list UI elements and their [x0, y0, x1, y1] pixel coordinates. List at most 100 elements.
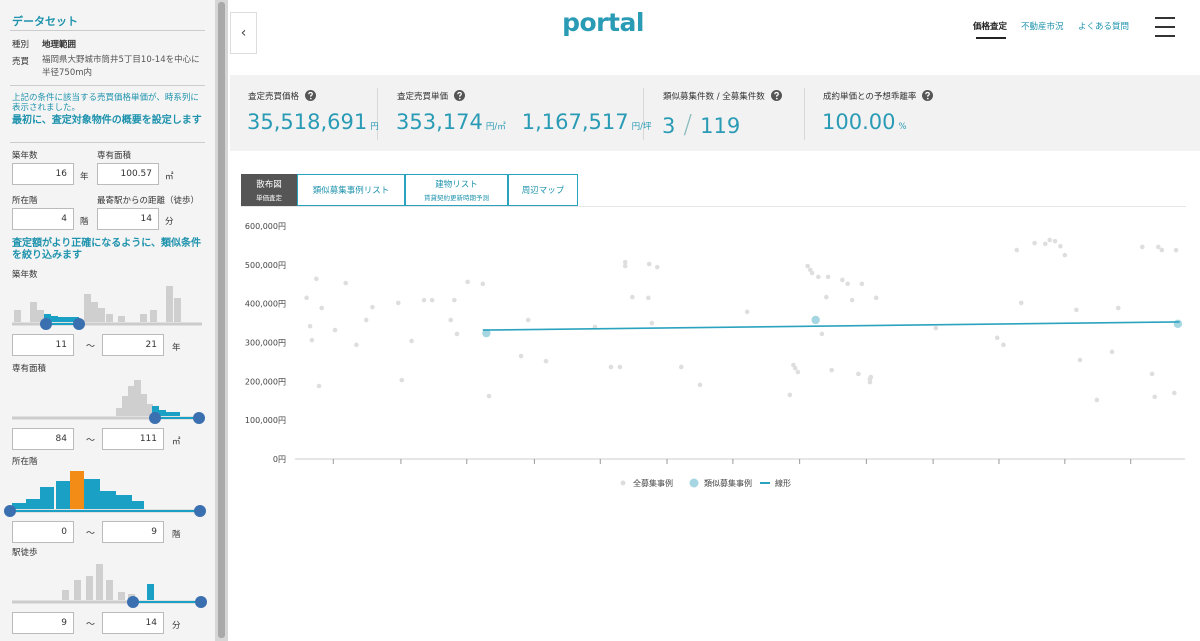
row-head: 地理範囲	[42, 40, 77, 50]
stat-label: 成約単価との予想乖離率	[823, 90, 934, 102]
legend-label: 類似募集事例	[704, 478, 752, 488]
row-key: 売買	[12, 57, 30, 67]
tab-rule	[241, 206, 1186, 207]
point	[859, 281, 865, 287]
range-min[interactable]: 11	[12, 334, 74, 356]
divider	[10, 85, 205, 86]
point	[840, 277, 845, 283]
y-tick-label: 200,000円	[245, 377, 286, 386]
point	[649, 320, 655, 326]
point	[1159, 247, 1165, 253]
point	[543, 358, 549, 364]
point	[825, 274, 831, 280]
point	[486, 393, 492, 399]
range-min[interactable]: 0	[12, 521, 74, 543]
point	[646, 261, 652, 267]
field-input[interactable]: 100.57	[97, 163, 159, 185]
point	[994, 335, 1000, 341]
point	[448, 317, 454, 323]
point	[744, 309, 750, 315]
point	[429, 297, 435, 303]
point	[678, 364, 684, 370]
nav-link[interactable]: 不動産市況	[1021, 22, 1064, 32]
nav-link[interactable]: 価格査定	[973, 22, 1008, 32]
field-label: 専有面積	[97, 151, 132, 161]
point	[304, 295, 309, 301]
sidebar-title: データセット	[12, 15, 78, 28]
scroll-thumb[interactable]	[218, 2, 225, 638]
help-icon[interactable]	[916, 90, 934, 102]
tab[interactable]: 散布図 単価査定	[241, 174, 297, 206]
stat-values: 353,174 円/㎡ 1,167,517 円/坪	[396, 110, 651, 134]
stat-unit: 円/㎡	[485, 122, 506, 132]
point	[795, 369, 801, 375]
tab[interactable]: 周辺マップ	[508, 174, 578, 206]
point	[1109, 349, 1115, 355]
filter-label: 所在階	[12, 457, 38, 467]
field-unit: 年	[80, 172, 89, 182]
legend-label: 全募集事例	[633, 478, 673, 488]
tab[interactable]: 類似募集事例リスト	[297, 174, 405, 206]
point	[1152, 394, 1158, 400]
stat-value: 353,174	[396, 110, 483, 134]
filter-label: 築年数	[12, 270, 38, 280]
point	[809, 270, 815, 276]
histogram[interactable]	[4, 374, 209, 424]
point	[849, 297, 855, 303]
stat-value: 119	[700, 114, 741, 138]
stat-divider	[804, 88, 805, 140]
range-min[interactable]: 84	[12, 428, 74, 450]
help-icon[interactable]	[765, 90, 782, 102]
tab-label: 散布図	[256, 180, 282, 190]
range-min[interactable]: 9	[12, 612, 74, 634]
hamburger[interactable]	[1154, 16, 1176, 38]
field-unit: 分	[165, 217, 174, 227]
help-icon[interactable]	[448, 90, 466, 102]
field-input[interactable]: 4	[12, 208, 74, 230]
stat-values: 100.00%	[822, 110, 907, 134]
field-input[interactable]: 16	[12, 163, 74, 185]
point	[1172, 390, 1177, 396]
stat-value: 1,167,517	[521, 110, 629, 134]
point	[622, 263, 628, 269]
histogram[interactable]	[4, 558, 209, 608]
collapse-button[interactable]: ‹	[230, 12, 257, 54]
point	[805, 263, 810, 269]
stat-value: 100.00	[822, 110, 896, 134]
trend-line	[482, 321, 1180, 331]
help-icon[interactable]	[299, 90, 317, 102]
histogram[interactable]	[4, 467, 209, 517]
tab-label: 類似募集事例リスト	[312, 186, 390, 196]
point	[787, 392, 793, 398]
range-max[interactable]: 9	[102, 521, 164, 543]
nav-link[interactable]: よくある質問	[1078, 22, 1130, 32]
filter-label: 専有面積	[12, 364, 47, 374]
point	[868, 374, 874, 380]
stat-value: 3	[662, 114, 676, 138]
point	[363, 317, 369, 323]
point	[1047, 237, 1053, 243]
range-max[interactable]: 21	[102, 334, 164, 356]
field-input[interactable]: 14	[97, 208, 159, 230]
point	[409, 338, 414, 344]
stat-label: 査定売買価格	[248, 90, 317, 102]
row-key: 種別	[12, 40, 30, 50]
point	[1115, 305, 1121, 311]
range-max[interactable]: 111	[102, 428, 164, 450]
point	[480, 281, 486, 287]
range-max[interactable]: 14	[102, 612, 164, 634]
point	[646, 295, 651, 301]
logo: portal	[562, 8, 644, 37]
tab-label: 建物リスト	[435, 180, 478, 190]
point	[421, 297, 427, 303]
stat-unit: 円	[370, 122, 379, 132]
legend-swatch	[689, 478, 699, 488]
tab-sub: 単価査定	[256, 194, 282, 202]
range-unit: 年	[172, 343, 181, 353]
chart: 0円 100,000円 200,000円 300,000円 400,000円 500,00…	[245, 222, 1185, 488]
point	[1074, 307, 1079, 313]
tab[interactable]: 建物リスト 賃貸契約更新時期予測	[405, 174, 508, 206]
point	[370, 304, 375, 310]
histogram[interactable]	[4, 280, 209, 330]
